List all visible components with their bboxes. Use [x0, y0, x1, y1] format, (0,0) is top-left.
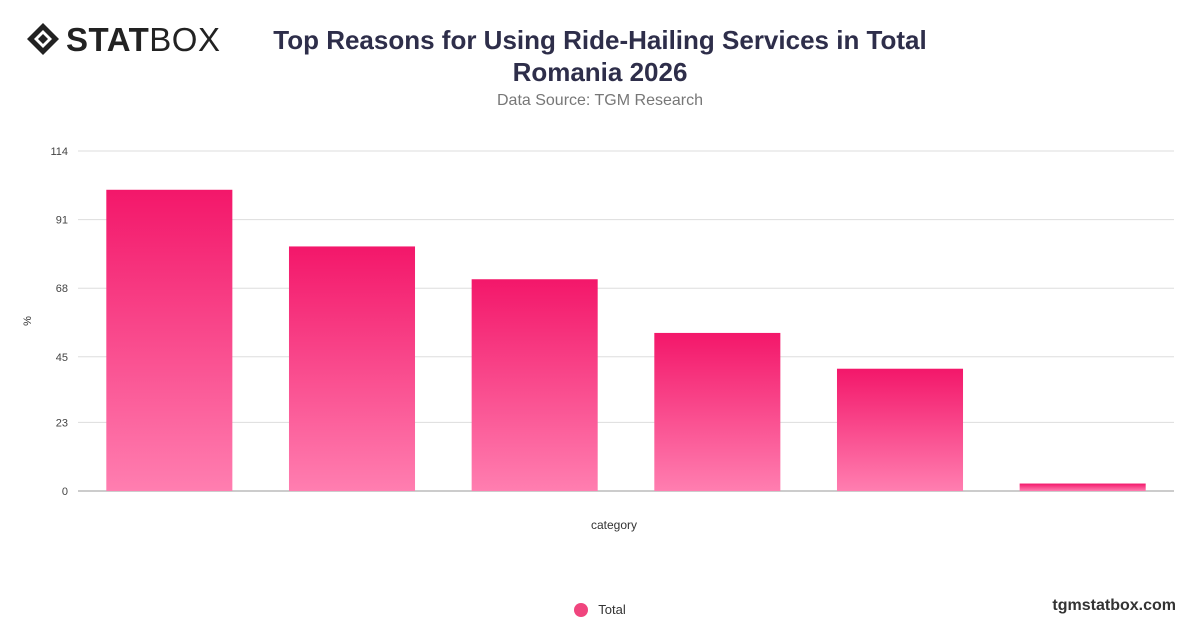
bar-5[interactable] — [836, 368, 964, 491]
y-tick-label: 0 — [62, 486, 68, 498]
x-axis-label: category — [591, 518, 637, 532]
logo-text-bold: STAT — [66, 20, 150, 58]
y-tick-label: 45 — [56, 352, 68, 364]
bar-3[interactable] — [471, 279, 598, 491]
bar-1[interactable] — [106, 189, 233, 492]
bar-6[interactable] — [1019, 483, 1146, 491]
y-tick-label: 114 — [50, 146, 68, 158]
statbox-logo: STATBOX — [26, 22, 220, 56]
chart-title: Top Reasons for Using Ride-Hailing Servi… — [250, 24, 950, 88]
chart-title-line2: Romania 2026 — [512, 57, 688, 87]
legend-marker-total[interactable] — [574, 602, 589, 617]
y-tick-label: 23 — [56, 417, 68, 429]
y-tick-label: 91 — [56, 215, 68, 227]
chart-title-line1: Top Reasons for Using Ride-Hailing Servi… — [273, 25, 927, 55]
y-tick-label: 68 — [56, 283, 68, 295]
y-axis-label: % — [22, 316, 34, 326]
logo-text-light: BOX — [149, 20, 221, 58]
bar-2[interactable] — [288, 246, 416, 491]
bar-4[interactable] — [654, 332, 781, 491]
diamond-logo-icon — [27, 23, 59, 55]
chart-subtitle: Data Source: TGM Research — [496, 92, 703, 109]
legend-label-total[interactable]: Total — [598, 602, 626, 617]
footer-site: tgmstatbox.com — [1052, 597, 1176, 614]
legend: Total — [0, 602, 1200, 617]
logo-text: STATBOX — [66, 23, 220, 56]
